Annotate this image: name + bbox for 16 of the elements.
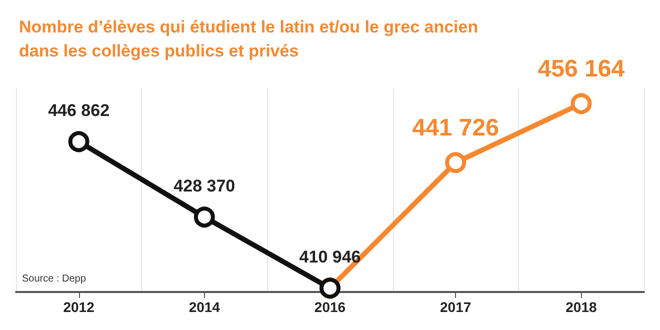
- data-label: 410 946: [299, 248, 361, 267]
- data-label: 428 370: [174, 176, 236, 196]
- point: [570, 93, 592, 114]
- annotation: Source : Depp: [22, 274, 86, 284]
- data-label: 441 726: [412, 114, 499, 142]
- x-tick-label: 2017: [440, 299, 472, 315]
- x-tick-label: 2014: [188, 299, 220, 315]
- data-label: 456 164: [538, 56, 626, 83]
- x-tick-label: 2018: [566, 299, 597, 315]
- point: [445, 152, 466, 174]
- x-tick-label: 2012: [63, 299, 95, 315]
- data-label: 446 862: [48, 101, 110, 120]
- point: [194, 206, 215, 228]
- x-tick-label: 2016: [314, 299, 346, 315]
- chart-title: Nombre d’élèves qui étudient le latin et/ou le grec ancien dans les collèges publics et privés: [19, 18, 478, 60]
- point: [68, 131, 90, 152]
